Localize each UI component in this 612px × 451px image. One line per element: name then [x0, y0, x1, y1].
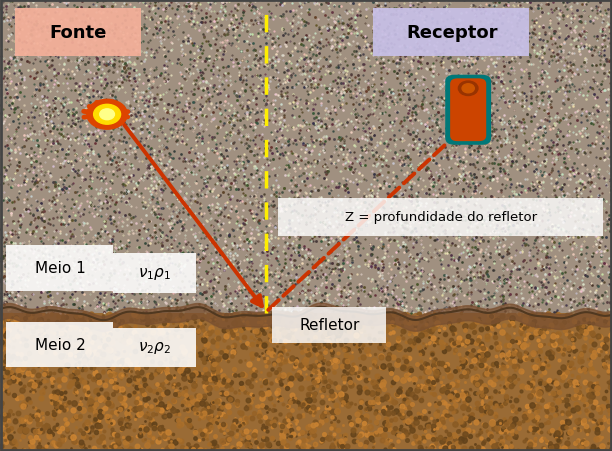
Circle shape	[458, 82, 478, 97]
Text: Receptor: Receptor	[406, 24, 498, 41]
FancyBboxPatch shape	[113, 328, 196, 368]
Circle shape	[462, 84, 474, 93]
Circle shape	[94, 105, 121, 125]
FancyBboxPatch shape	[373, 9, 529, 56]
Text: Fonte: Fonte	[50, 24, 107, 41]
Bar	[0, 0, 612, 313]
Text: Z = profundidade do refletor: Z = profundidade do refletor	[345, 211, 537, 224]
FancyBboxPatch shape	[278, 198, 603, 237]
Text: $\nu_2\rho_2$: $\nu_2\rho_2$	[138, 340, 171, 356]
Circle shape	[100, 110, 114, 120]
Text: Refletor: Refletor	[299, 318, 359, 333]
FancyBboxPatch shape	[450, 79, 487, 142]
Bar	[0, 313, 612, 451]
FancyBboxPatch shape	[6, 322, 113, 368]
Text: Meio 1: Meio 1	[35, 261, 85, 276]
FancyBboxPatch shape	[446, 75, 491, 145]
Text: Meio 2: Meio 2	[35, 337, 85, 353]
FancyBboxPatch shape	[15, 9, 141, 56]
Circle shape	[87, 100, 127, 130]
FancyBboxPatch shape	[113, 253, 196, 293]
FancyBboxPatch shape	[272, 308, 386, 343]
Text: $\nu_1\rho_1$: $\nu_1\rho_1$	[138, 265, 171, 281]
FancyBboxPatch shape	[6, 246, 113, 291]
